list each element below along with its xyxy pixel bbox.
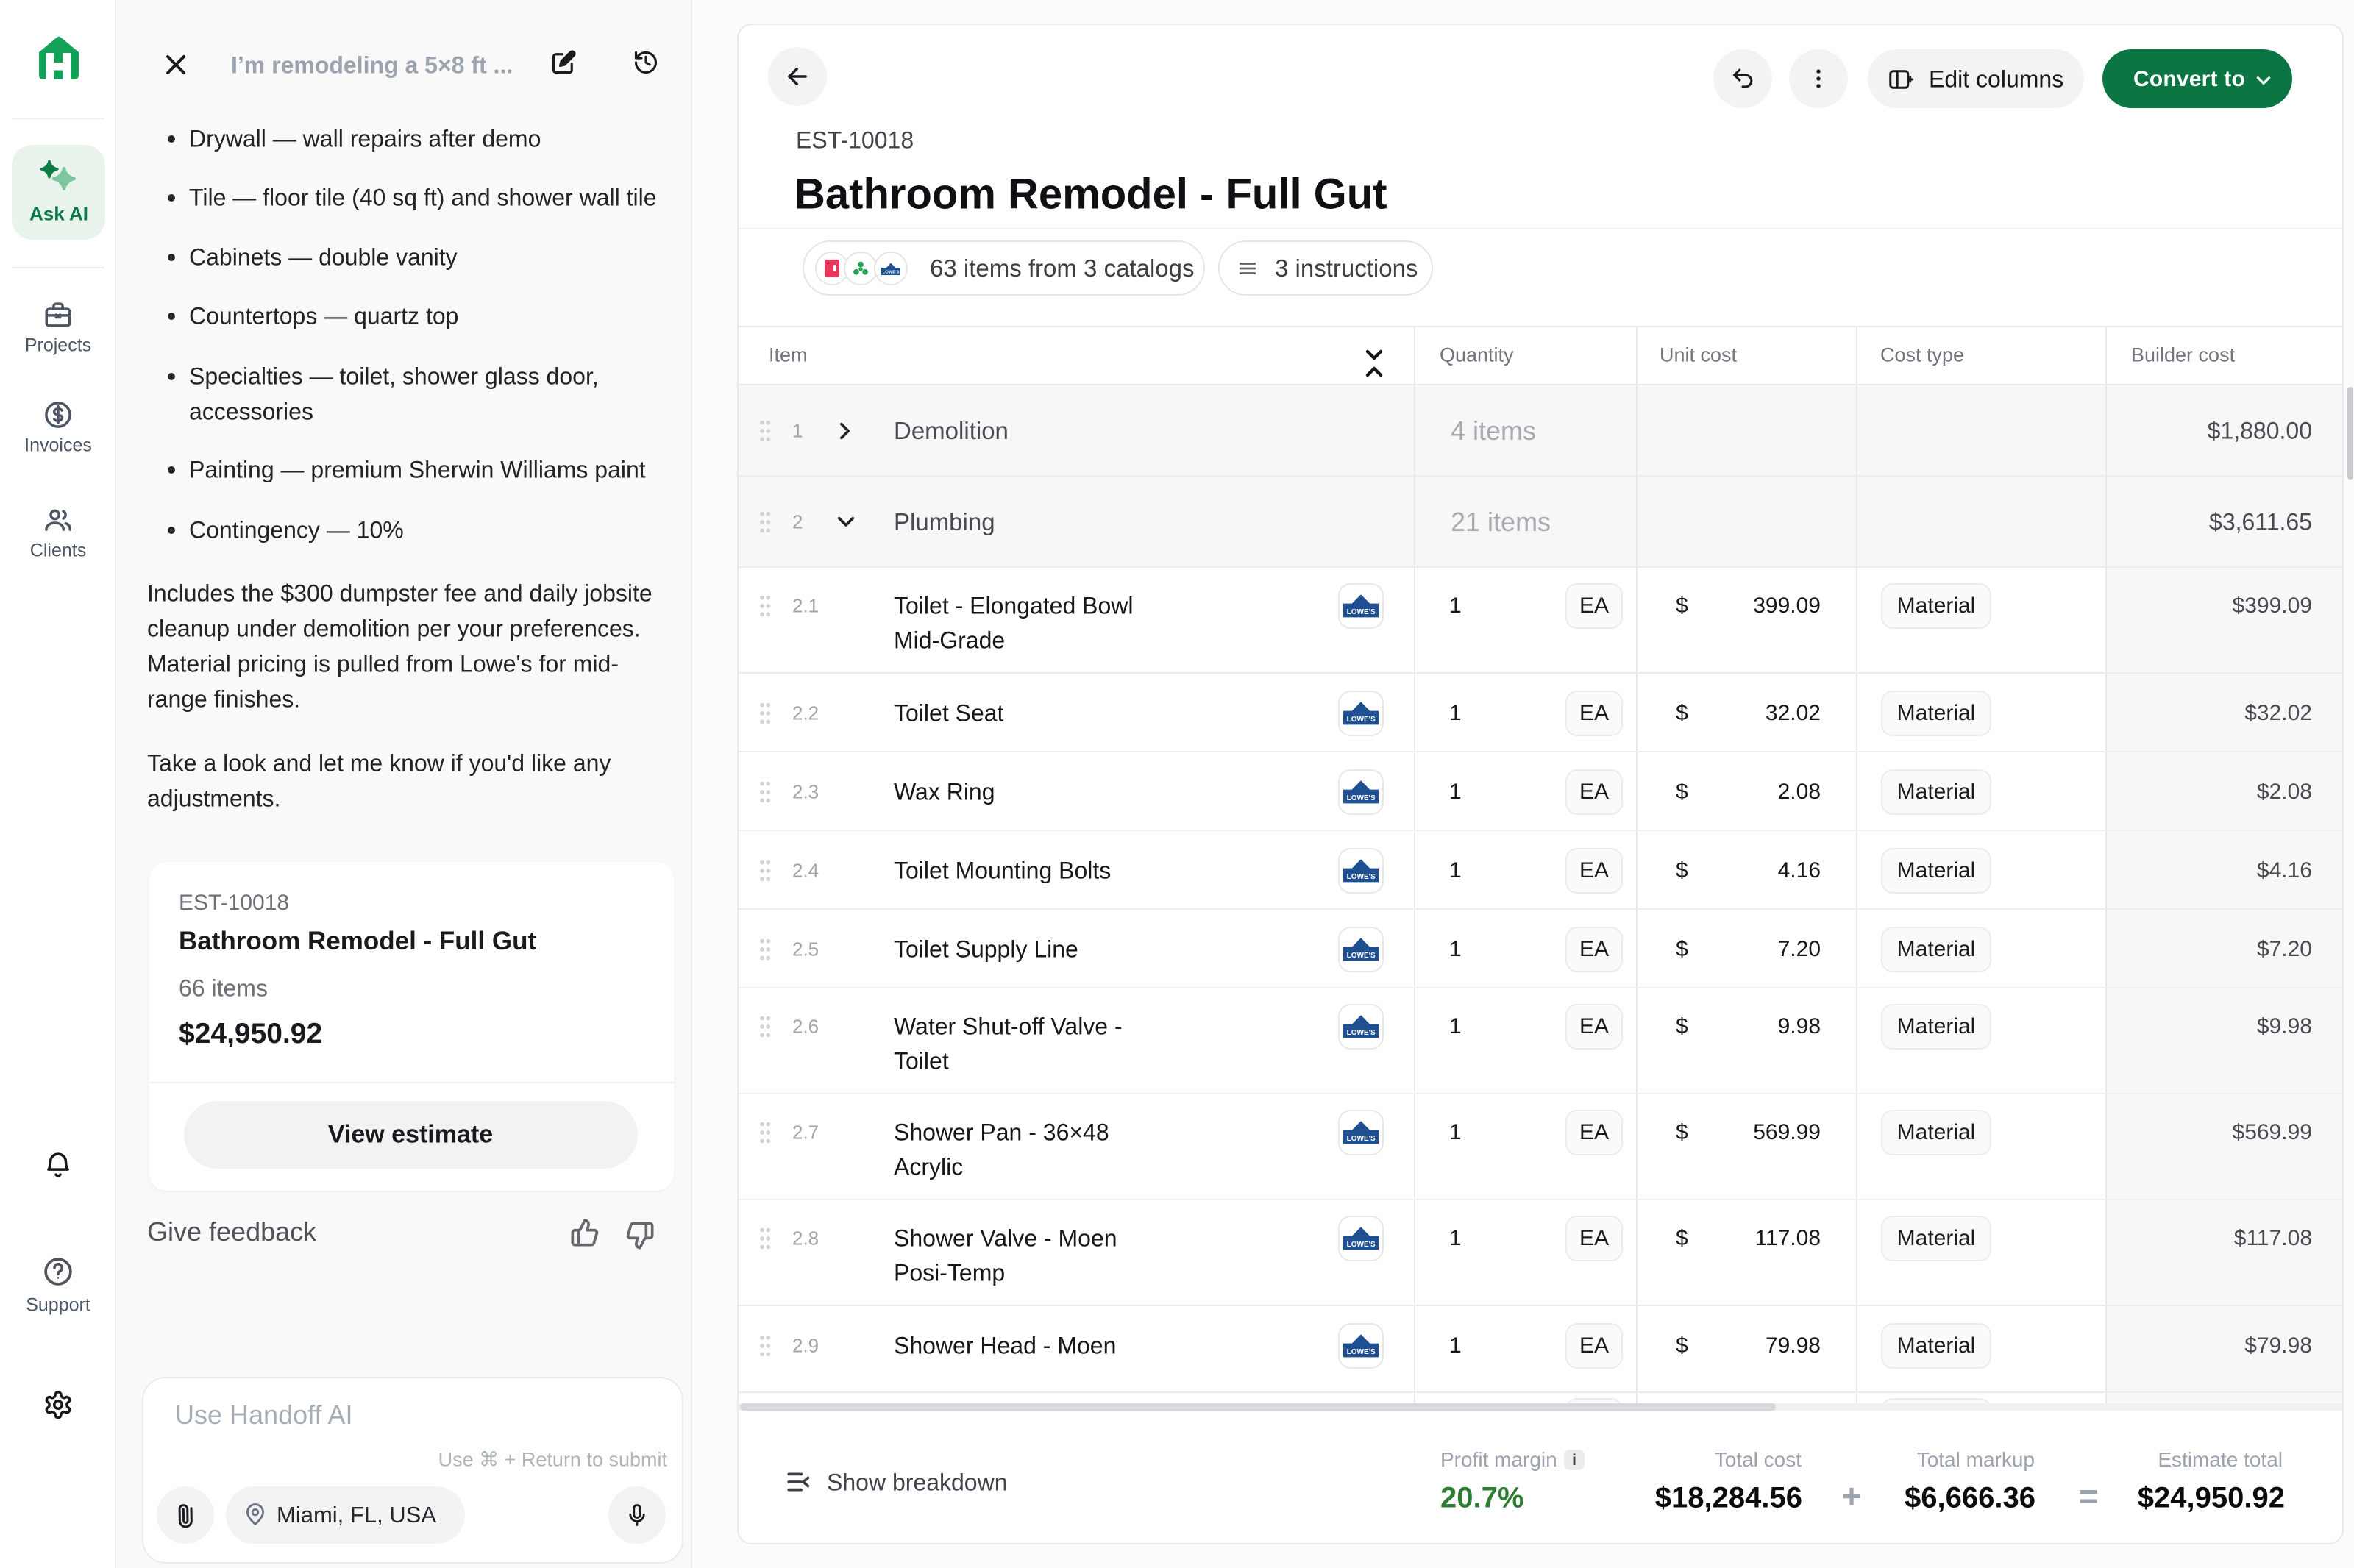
svg-text:LOWE'S: LOWE'S xyxy=(1347,1135,1376,1143)
svg-text:LOWE'S: LOWE'S xyxy=(1347,794,1376,802)
svg-text:LOWE'S: LOWE'S xyxy=(1347,608,1376,616)
svg-text:LOWE'S: LOWE'S xyxy=(1347,873,1376,881)
svg-text:LOWE'S: LOWE'S xyxy=(1347,716,1376,724)
svg-text:LOWE'S: LOWE'S xyxy=(1347,952,1376,960)
svg-text:LOWE'S: LOWE'S xyxy=(1347,1348,1376,1356)
svg-text:LOWE'S: LOWE'S xyxy=(883,270,900,274)
svg-text:LOWE'S: LOWE'S xyxy=(1347,1241,1376,1249)
svg-text:LOWE'S: LOWE'S xyxy=(1347,1029,1376,1037)
